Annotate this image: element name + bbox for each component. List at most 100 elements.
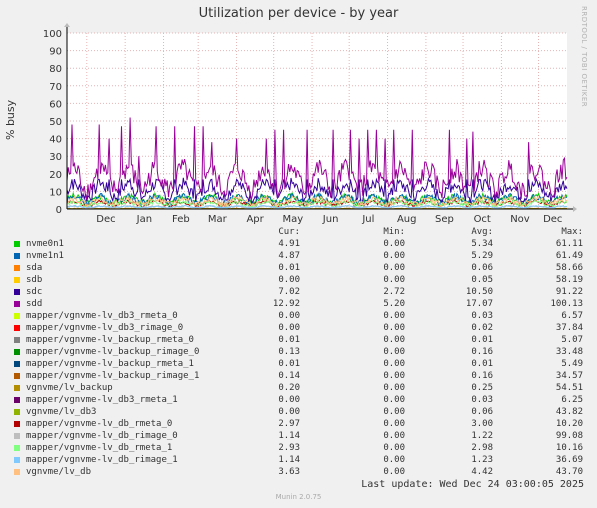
legend: Cur: Min: Avg: Max: nvme0n1 4.91 0.00 5.34 6… bbox=[0, 226, 597, 478]
legend-swatch bbox=[14, 277, 20, 283]
legend-cur: 0.13 bbox=[278, 347, 300, 357]
x-tick-label: May bbox=[283, 214, 304, 225]
legend-series-name: vgnvme/lv_db bbox=[26, 467, 92, 477]
legend-row: sdc 7.02 2.72 10.50 91.22 bbox=[0, 286, 597, 298]
legend-min: 0.00 bbox=[383, 323, 405, 333]
legend-max: 6.25 bbox=[561, 395, 583, 405]
legend-header-min: Min: bbox=[383, 227, 405, 237]
y-tick-label: 50 bbox=[49, 117, 62, 128]
legend-max: 61.49 bbox=[555, 251, 583, 261]
legend-row: vgnvme/lv_db 3.63 0.00 4.42 43.70 bbox=[0, 466, 597, 478]
legend-max: 58.19 bbox=[555, 275, 583, 285]
legend-max: 54.51 bbox=[555, 383, 583, 393]
legend-cur: 1.14 bbox=[278, 455, 300, 465]
legend-swatch bbox=[14, 409, 20, 415]
legend-min: 0.00 bbox=[383, 407, 405, 417]
legend-max: 6.57 bbox=[561, 311, 583, 321]
legend-avg: 17.07 bbox=[465, 299, 493, 309]
legend-row: mapper/vgnvme-lv_db3_rmeta_1 0.00 0.00 0.03… bbox=[0, 394, 597, 406]
legend-cur: 12.92 bbox=[272, 299, 300, 309]
legend-cur: 4.87 bbox=[278, 251, 300, 261]
legend-row: nvme1n1 4.87 0.00 5.29 61.49 bbox=[0, 250, 597, 262]
legend-min: 0.00 bbox=[383, 395, 405, 405]
legend-avg: 1.23 bbox=[471, 455, 493, 465]
legend-avg: 10.50 bbox=[465, 287, 493, 297]
legend-series-name: nvme0n1 bbox=[26, 239, 64, 249]
legend-swatch bbox=[14, 373, 20, 379]
x-tick-label: Aug bbox=[397, 214, 417, 225]
legend-swatch bbox=[14, 361, 20, 367]
legend-avg: 0.06 bbox=[471, 263, 493, 273]
legend-cur: 0.20 bbox=[278, 383, 300, 393]
legend-max: 36.69 bbox=[555, 455, 583, 465]
legend-series-name: mapper/vgnvme-lv_backup_rimage_1 bbox=[26, 371, 200, 381]
legend-max: 58.66 bbox=[555, 263, 583, 273]
legend-cur: 0.00 bbox=[278, 311, 300, 321]
legend-series-name: mapper/vgnvme-lv_backup_rimage_0 bbox=[26, 347, 200, 357]
legend-header: Cur: Min: Avg: Max: bbox=[0, 226, 597, 238]
legend-max: 100.13 bbox=[550, 299, 583, 309]
legend-min: 0.00 bbox=[383, 383, 405, 393]
legend-cur: 0.00 bbox=[278, 407, 300, 417]
legend-min: 0.00 bbox=[383, 239, 405, 249]
legend-min: 0.00 bbox=[383, 467, 405, 477]
legend-header-max: Max: bbox=[561, 227, 583, 237]
legend-series-name: sdc bbox=[26, 287, 43, 297]
legend-series-name: mapper/vgnvme-lv_db_rmeta_1 bbox=[26, 443, 173, 453]
y-tick-label: 0 bbox=[56, 205, 62, 216]
legend-cur: 0.14 bbox=[278, 371, 300, 381]
legend-avg: 0.03 bbox=[471, 311, 493, 321]
legend-swatch bbox=[14, 349, 20, 355]
rrdtool-watermark: RRDTOOL / TOBI OETIKER bbox=[580, 6, 588, 108]
x-tick-label: Feb bbox=[172, 214, 190, 225]
x-tick-label: Sep bbox=[435, 214, 454, 225]
legend-swatch bbox=[14, 421, 20, 427]
series-line-17 bbox=[66, 199, 568, 209]
x-tick-label: Jun bbox=[322, 214, 339, 225]
x-tick-label: Nov bbox=[510, 214, 530, 225]
chart-title: Utilization per device - by year bbox=[198, 6, 399, 21]
legend-max: 91.22 bbox=[555, 287, 583, 297]
x-tick-label: Apr bbox=[246, 214, 264, 225]
legend-avg: 2.98 bbox=[471, 443, 493, 453]
legend-min: 0.00 bbox=[383, 419, 405, 429]
legend-series-name: mapper/vgnvme-lv_db3_rimage_0 bbox=[26, 323, 184, 333]
legend-swatch bbox=[14, 253, 20, 259]
series-line-4 bbox=[66, 177, 568, 205]
legend-avg: 0.16 bbox=[471, 371, 493, 381]
legend-row: sdb 0.00 0.00 0.05 58.19 bbox=[0, 274, 597, 286]
legend-series-name: mapper/vgnvme-lv_db_rmeta_0 bbox=[26, 419, 173, 429]
legend-series-name: mapper/vgnvme-lv_db3_rmeta_0 bbox=[26, 311, 178, 321]
legend-row: mapper/vgnvme-lv_backup_rimage_0 0.13 0.00… bbox=[0, 346, 597, 358]
legend-swatch bbox=[14, 397, 20, 403]
legend-row: sda 0.01 0.00 0.06 58.66 bbox=[0, 262, 597, 274]
legend-row: mapper/vgnvme-lv_db_rimage_0 1.14 0.00 1.22… bbox=[0, 430, 597, 442]
legend-min: 2.72 bbox=[383, 287, 405, 297]
series-line-19 bbox=[66, 194, 568, 209]
legend-max: 34.57 bbox=[555, 371, 583, 381]
legend-series-name: sdb bbox=[26, 275, 43, 285]
legend-avg: 5.34 bbox=[471, 239, 493, 249]
legend-avg: 0.25 bbox=[471, 383, 493, 393]
legend-min: 0.00 bbox=[383, 371, 405, 381]
legend-min: 0.00 bbox=[383, 263, 405, 273]
legend-row: mapper/vgnvme-lv_db_rmeta_1 2.93 0.00 2.98 1… bbox=[0, 442, 597, 454]
legend-min: 0.00 bbox=[383, 335, 405, 345]
legend-avg: 1.22 bbox=[471, 431, 493, 441]
y-tick-label: 10 bbox=[49, 187, 62, 198]
legend-series-name: mapper/vgnvme-lv_db3_rmeta_1 bbox=[26, 395, 178, 405]
legend-swatch bbox=[14, 265, 20, 271]
legend-swatch bbox=[14, 469, 20, 475]
legend-cur: 0.00 bbox=[278, 275, 300, 285]
legend-max: 10.16 bbox=[555, 443, 583, 453]
x-tick-label: Jul bbox=[361, 214, 374, 225]
x-tick-label: Dec bbox=[543, 214, 562, 225]
legend-avg: 5.29 bbox=[471, 251, 493, 261]
legend-row: mapper/vgnvme-lv_db_rimage_1 1.14 0.00 1.23… bbox=[0, 454, 597, 466]
y-tick-label: 100 bbox=[43, 29, 62, 40]
legend-swatch bbox=[14, 385, 20, 391]
legend-swatch bbox=[14, 445, 20, 451]
legend-header-avg: Avg: bbox=[471, 227, 493, 237]
legend-avg: 0.02 bbox=[471, 323, 493, 333]
x-tick-label: Jan bbox=[136, 214, 152, 225]
